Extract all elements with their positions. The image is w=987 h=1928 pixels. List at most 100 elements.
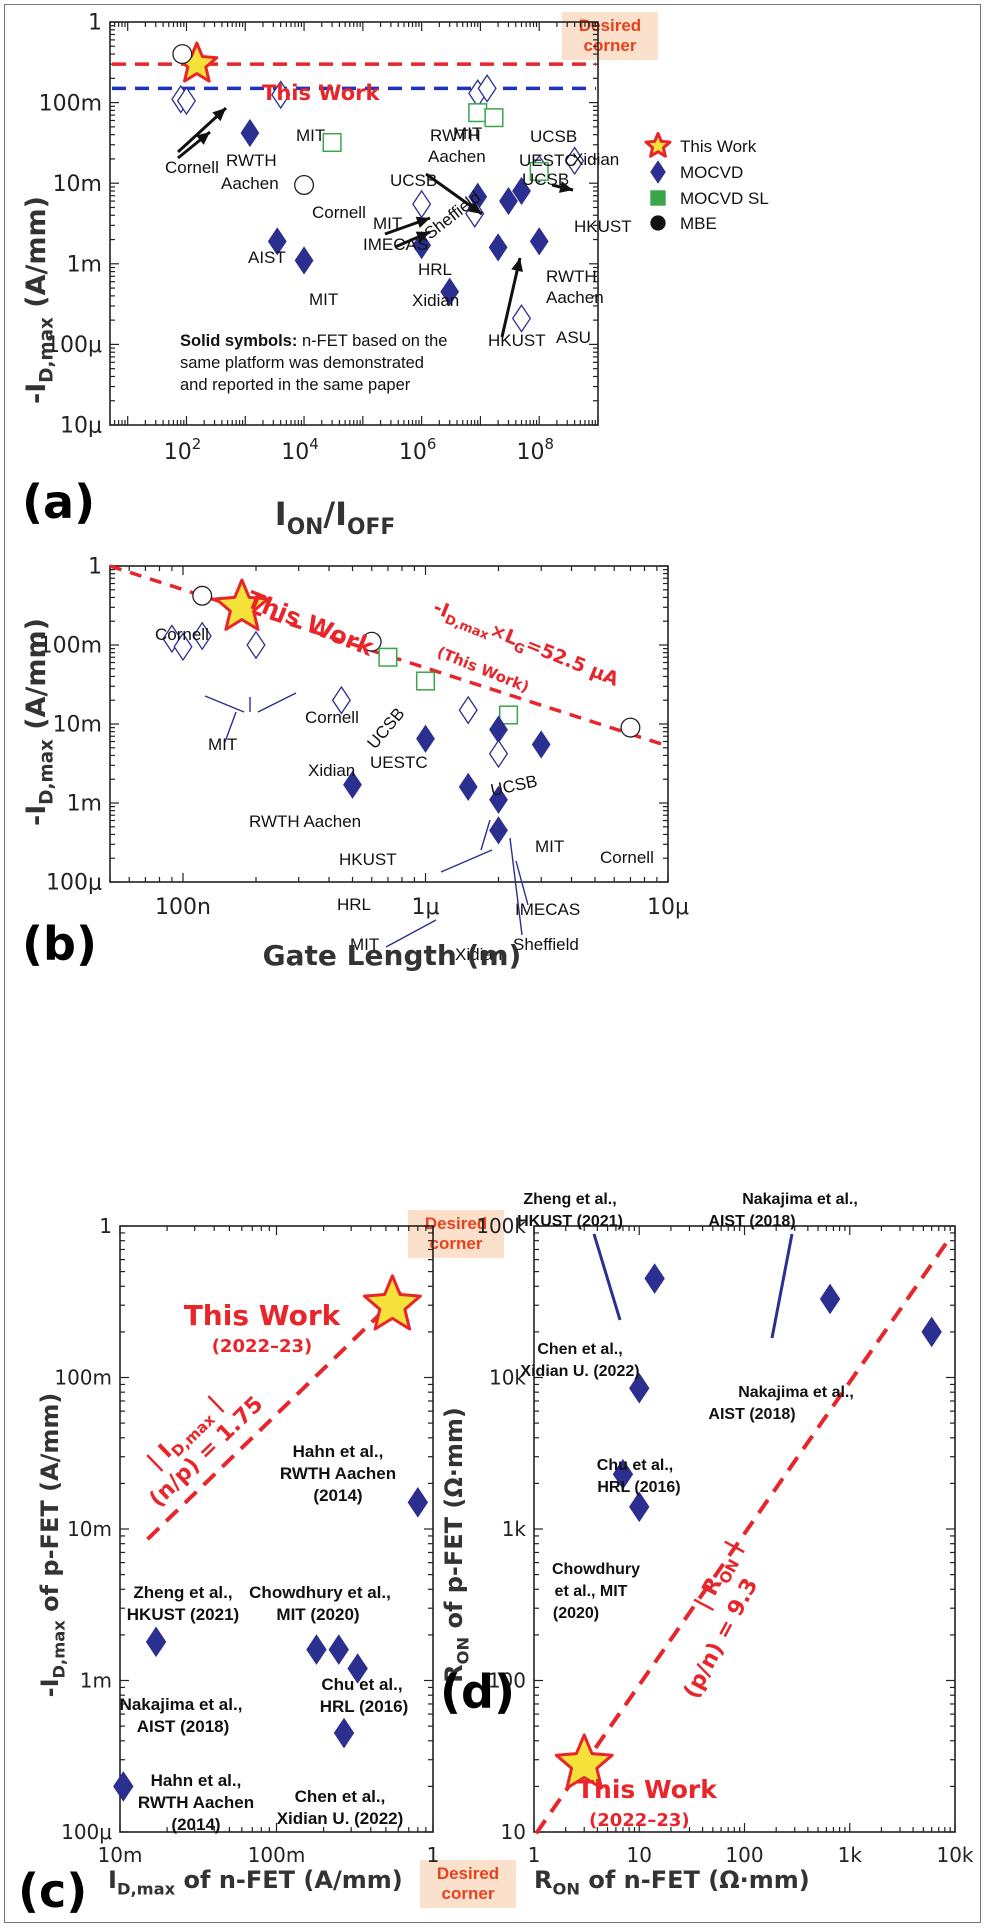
point-label: Aachen bbox=[546, 288, 604, 307]
point-label: Chen et al., bbox=[295, 1787, 386, 1806]
point-label: AIST (2018) bbox=[708, 1213, 795, 1230]
point-label: MIT bbox=[373, 214, 402, 233]
data-point bbox=[347, 1653, 368, 1684]
point-label: Xidian bbox=[412, 291, 459, 310]
y-tick-label: 1k bbox=[502, 1517, 527, 1541]
x-tick-label: 1k bbox=[838, 1843, 863, 1867]
fit-line bbox=[109, 564, 669, 748]
note-line-1: Solid symbols: n-FET based on the bbox=[180, 332, 447, 350]
point-label: Zheng et al., bbox=[523, 1191, 616, 1208]
y-tick-label: 100m bbox=[54, 1366, 112, 1390]
label-arrow-head bbox=[196, 132, 210, 145]
x-tick-label: 10m bbox=[98, 1843, 143, 1867]
this-work-label: This Work bbox=[262, 81, 380, 105]
data-point bbox=[246, 630, 266, 660]
data-point bbox=[362, 1274, 422, 1331]
plot-area-d bbox=[533, 1225, 956, 1833]
point-label: Chowdhury bbox=[552, 1561, 640, 1578]
data-point bbox=[554, 1733, 614, 1790]
y-axis-title: -ID,max​ (A/mm) bbox=[21, 618, 58, 826]
label-arrow-head bbox=[467, 201, 482, 214]
point-label: Chu et al., bbox=[321, 1675, 402, 1694]
point-label: AIST (2018) bbox=[137, 1717, 230, 1736]
y-axis-title: -ID,max​ of p-FET (A/mm) bbox=[36, 1393, 69, 1698]
y-axis-title: RON​ of p-FET (Ω·mm) bbox=[440, 1407, 473, 1683]
x-tick-label: 100n bbox=[155, 895, 211, 920]
data-point bbox=[644, 1263, 665, 1294]
leader-line bbox=[509, 837, 523, 936]
data-point bbox=[529, 161, 549, 181]
point-label: Chu et al., bbox=[597, 1457, 673, 1474]
x-axis-title: RON​ of n-FET (Ω·mm) bbox=[534, 1866, 810, 1899]
x-tick-label: 102​ bbox=[164, 435, 202, 465]
leader-line bbox=[592, 1233, 622, 1321]
point-label: AIST bbox=[248, 248, 286, 267]
point-label: Chen et al., bbox=[537, 1341, 622, 1358]
point-label: Cornell bbox=[312, 203, 366, 222]
y-tick-label: 10m bbox=[53, 172, 102, 197]
panel-label-d: (d) bbox=[440, 1665, 515, 1719]
legend-marker bbox=[650, 160, 666, 184]
data-point bbox=[192, 585, 213, 606]
y-tick-label: 10m bbox=[67, 1517, 112, 1541]
data-point bbox=[629, 1372, 650, 1404]
data-point bbox=[488, 739, 509, 769]
point-label: UCSB bbox=[390, 171, 437, 190]
data-point bbox=[267, 227, 287, 256]
data-point bbox=[921, 1316, 942, 1348]
point-label: Aachen bbox=[428, 147, 486, 166]
data-point bbox=[819, 1283, 841, 1315]
y-tick-label: 10μ bbox=[60, 414, 102, 439]
legend-label: MOCVD SL bbox=[680, 189, 769, 208]
data-point bbox=[328, 1634, 349, 1665]
data-point bbox=[214, 578, 270, 631]
data-point bbox=[331, 685, 351, 715]
leader-line bbox=[515, 860, 529, 906]
legend-marker bbox=[644, 131, 672, 158]
data-point bbox=[612, 1458, 634, 1490]
label-arrow-head bbox=[415, 231, 430, 243]
y-axis-title: -ID,max​ (A/mm) bbox=[21, 196, 58, 404]
leader-line bbox=[257, 692, 297, 713]
ratio-line bbox=[146, 1284, 411, 1541]
panel-label-b: (b) bbox=[22, 917, 97, 971]
data-point bbox=[512, 176, 531, 206]
point-label: ASU bbox=[556, 328, 591, 347]
label-arrow-head bbox=[511, 258, 523, 273]
y-tick-label: 10 bbox=[501, 1820, 526, 1844]
data-point bbox=[294, 246, 314, 275]
data-point bbox=[620, 717, 641, 738]
data-point bbox=[378, 647, 398, 667]
point-label: UCSB bbox=[522, 170, 569, 189]
point-label: Hahn et al., bbox=[151, 1771, 242, 1790]
data-point bbox=[458, 695, 478, 725]
data-point bbox=[468, 103, 488, 123]
this-work-label: This Work bbox=[243, 586, 379, 663]
this-work-label: This Work bbox=[184, 1299, 342, 1332]
x-tick-label: 10μ bbox=[647, 895, 689, 920]
point-label: HKUST (2021) bbox=[127, 1605, 239, 1624]
data-point bbox=[145, 1626, 167, 1658]
point-label: HKUST bbox=[488, 331, 546, 350]
point-label: Cornell bbox=[155, 625, 209, 644]
point-label: Xidian U. (2022) bbox=[277, 1809, 404, 1828]
data-point bbox=[172, 44, 193, 65]
data-point bbox=[415, 671, 436, 691]
x-tick-label: 104​ bbox=[281, 435, 319, 465]
point-label: MIT bbox=[453, 124, 482, 143]
y-tick-label: 1m bbox=[80, 1669, 112, 1693]
point-label: RWTH bbox=[226, 151, 277, 170]
figure-frame bbox=[4, 4, 981, 1923]
this-work-label: (2022–23) bbox=[589, 1810, 690, 1831]
data-point bbox=[531, 730, 551, 759]
x-tick-label: 106​ bbox=[399, 435, 437, 465]
point-label: RWTH Aachen bbox=[138, 1793, 254, 1812]
leader-line bbox=[204, 695, 245, 713]
point-label: Nakajima et al., bbox=[742, 1191, 858, 1208]
x-tick-label: 1μ bbox=[411, 895, 439, 920]
x-tick-label: 100m bbox=[248, 1843, 306, 1867]
x-tick-label: 108​ bbox=[516, 435, 554, 465]
point-label: IMECAS bbox=[515, 900, 580, 919]
x-axis-title: Gate Length (m) bbox=[263, 939, 522, 972]
data-point bbox=[484, 108, 504, 128]
